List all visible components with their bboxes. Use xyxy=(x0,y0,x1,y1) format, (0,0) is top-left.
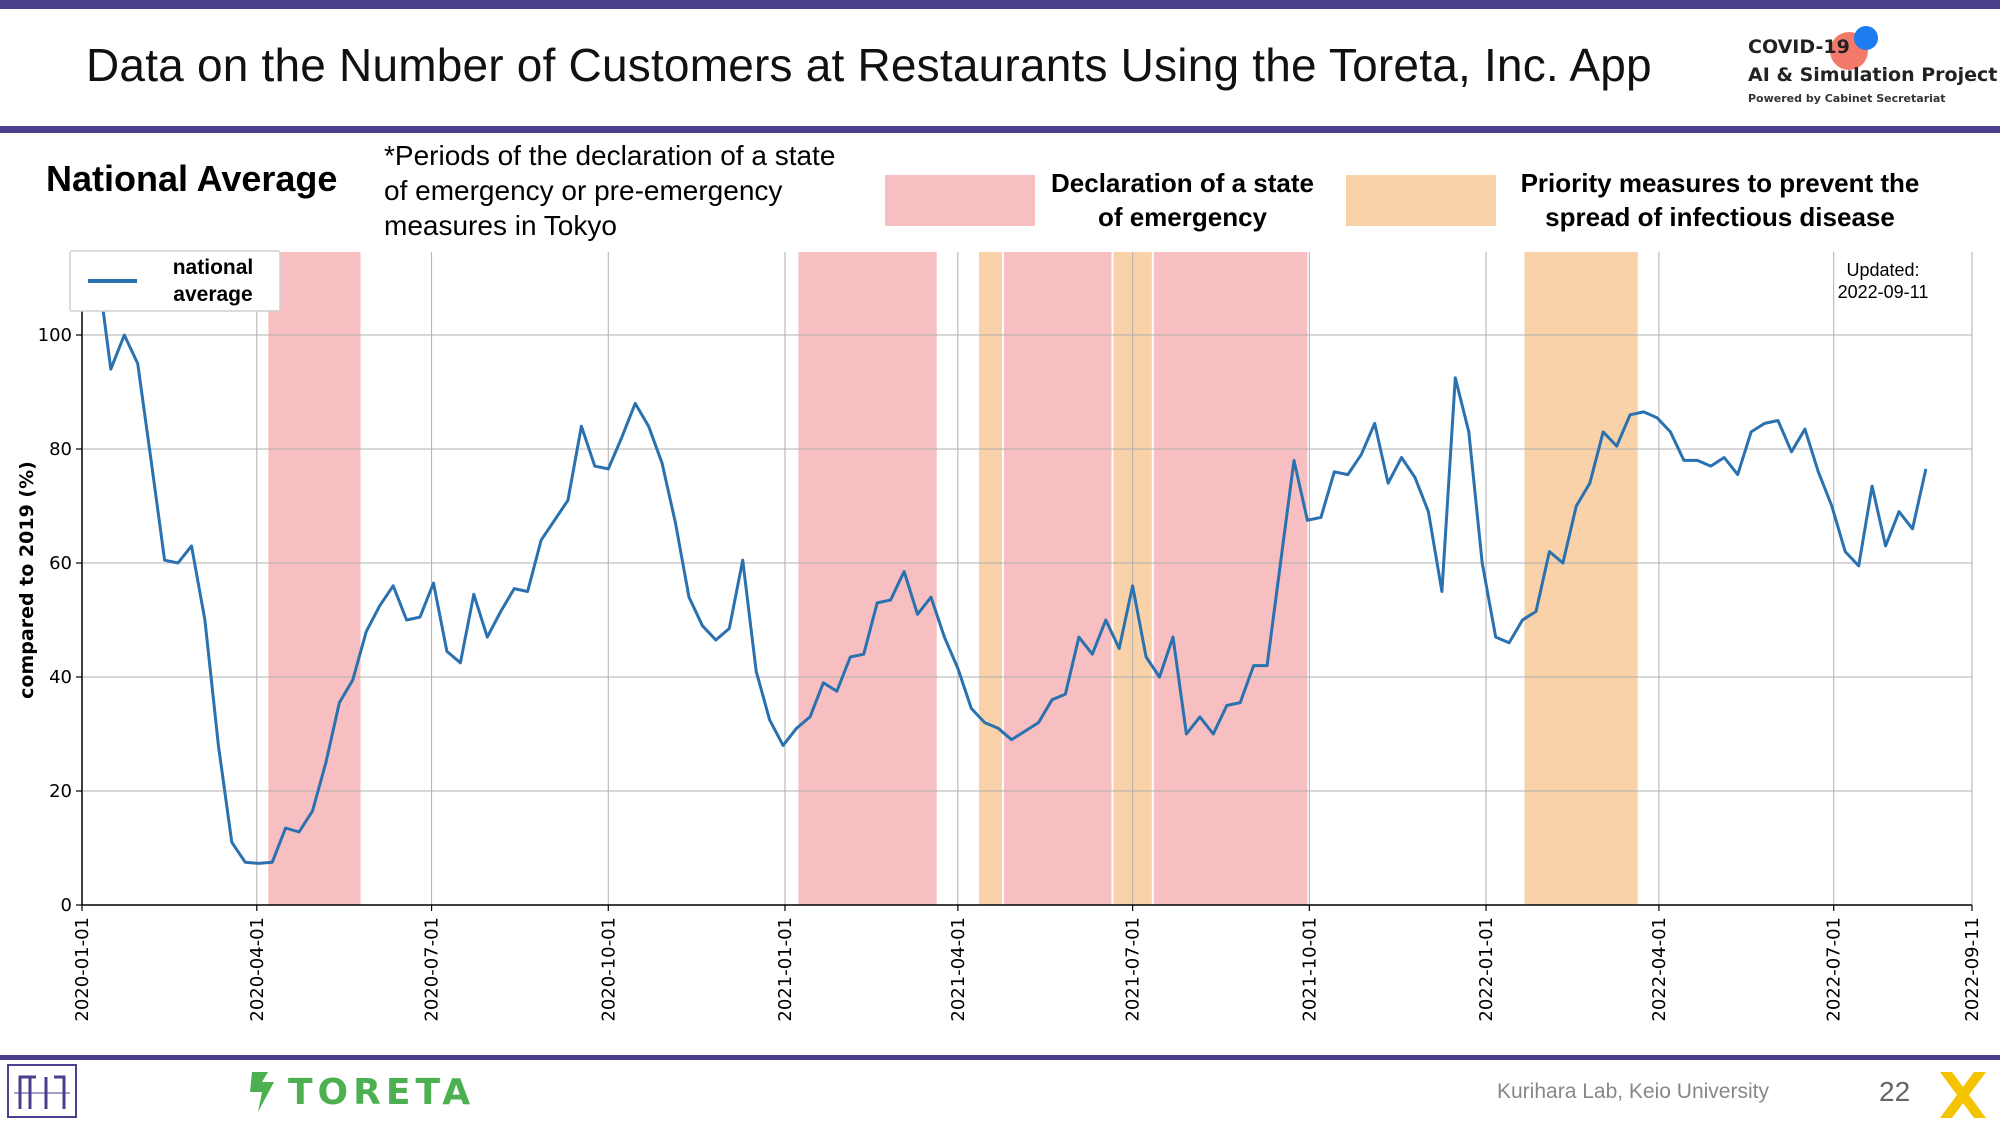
chart-legend: national average xyxy=(69,250,281,312)
priority-legend-label: Priority measures to prevent the spread … xyxy=(1520,168,1920,232)
y-tick-label: 60 xyxy=(49,553,72,574)
x-mark-icon xyxy=(1934,1066,1992,1124)
toreta-mark-icon xyxy=(250,1072,274,1112)
updated-label: Updated: xyxy=(1846,260,1919,280)
axes xyxy=(81,252,1972,906)
shaded-period-priority xyxy=(1524,252,1638,905)
y-tick-label: 100 xyxy=(38,325,72,346)
y-tick-labels: 0 20 40 60 80 100 xyxy=(38,325,82,916)
header-divider-bar xyxy=(0,126,2000,133)
shaded-period-emergency xyxy=(1153,252,1308,905)
y-axis-label: compared to 2019 (%) xyxy=(16,461,38,699)
toreta-logo: TORETA xyxy=(246,1068,470,1118)
emergency-legend-label: Declaration of a state of emergency xyxy=(1051,168,1314,232)
page-title: Data on the Number of Customers at Resta… xyxy=(86,39,1652,91)
x-tick-label: 2022-09-11 xyxy=(1962,917,1983,1022)
project-logo: COVID-19 AI & Simulation Project Powered… xyxy=(1748,26,1997,118)
x-tick-label: 2021-04-01 xyxy=(948,917,969,1022)
x-tick-labels: 2020-01-01 2020-04-01 2020-07-01 2020-10-01… xyxy=(72,905,1983,1022)
series xyxy=(95,266,1928,865)
periods-note: *Periods of the declaration of a state o… xyxy=(384,140,836,241)
logo-line1: COVID-19 xyxy=(1748,36,1850,58)
shaded-period-emergency xyxy=(268,252,361,905)
chart-legend-box xyxy=(69,250,281,312)
x-tick-label: 2022-07-01 xyxy=(1824,917,1845,1022)
grid-lines xyxy=(82,252,1973,905)
logo-line3: Powered by Cabinet Secretariat xyxy=(1748,92,1946,105)
page-number: 22 xyxy=(1879,1076,1911,1107)
logo-line2: AI & Simulation Project xyxy=(1748,64,1998,86)
x-tick-label: 2021-07-01 xyxy=(1123,917,1144,1022)
y-tick-label: 80 xyxy=(49,439,72,460)
top-border-bar xyxy=(0,0,2000,9)
shaded-period-priority xyxy=(978,252,1003,905)
shaded-period-emergency xyxy=(798,252,937,905)
x-tick-label: 2020-10-01 xyxy=(598,917,619,1022)
emergency-legend-swatch xyxy=(885,175,1035,226)
footer-credit: Kurihara Lab, Keio University xyxy=(1497,1080,1769,1103)
section-title: National Average xyxy=(46,158,338,199)
priority-legend-swatch xyxy=(1346,175,1496,226)
logo-blue-dot xyxy=(1854,26,1878,50)
chart-legend-label-line2: average xyxy=(173,283,252,306)
y-tick-label: 40 xyxy=(49,667,72,688)
chart-legend-label-line1: national xyxy=(173,256,254,279)
x-tick-label: 2021-01-01 xyxy=(775,917,796,1022)
y-tick-label: 0 xyxy=(61,895,72,916)
shaded-periods xyxy=(268,252,1638,905)
series-line-national-average xyxy=(95,266,1928,865)
x-tick-label: 2020-01-01 xyxy=(72,917,93,1022)
kurihara-lab-logo xyxy=(6,1063,78,1119)
x-tick-label: 2022-01-01 xyxy=(1476,917,1497,1022)
x-tick-label: 2020-07-01 xyxy=(422,917,443,1022)
footer-divider-bar xyxy=(0,1055,2000,1060)
x-tick-label: 2021-10-01 xyxy=(1299,917,1320,1022)
updated-date: 2022-09-11 xyxy=(1838,282,1929,302)
x-tick-label: 2022-04-01 xyxy=(1649,917,1670,1022)
shaded-period-emergency xyxy=(1003,252,1112,905)
x-tick-label: 2020-04-01 xyxy=(247,917,268,1022)
toreta-wordmark: TORETA xyxy=(288,1072,476,1113)
y-tick-label: 20 xyxy=(49,781,72,802)
